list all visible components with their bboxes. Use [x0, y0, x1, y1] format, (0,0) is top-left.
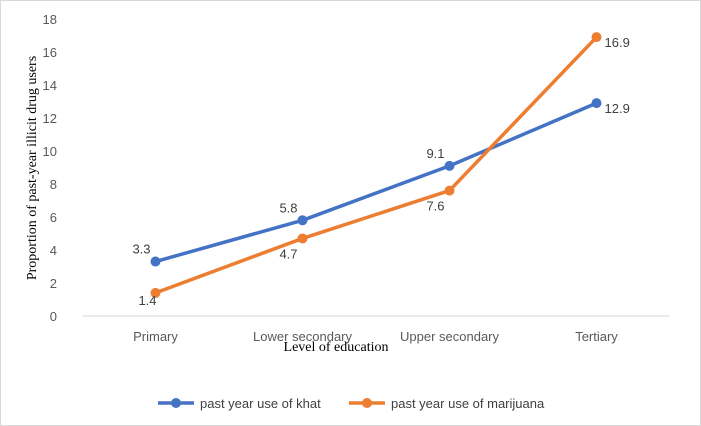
- data-label: 1.4: [138, 293, 156, 308]
- y-tick-label: 8: [50, 177, 57, 192]
- x-axis-ticks: Primary Lower secondary Upper secondary Ter…: [133, 329, 618, 344]
- legend-marker: [171, 398, 181, 408]
- legend: past year use of khat past year use of ma…: [158, 396, 545, 411]
- y-tick-label: 10: [43, 144, 57, 159]
- data-label: 16.9: [605, 35, 630, 50]
- x-axis-title: Level of education: [284, 340, 389, 355]
- data-point: [591, 32, 602, 43]
- data-label: 5.8: [279, 200, 297, 215]
- data-point: [591, 98, 602, 109]
- y-tick-label: 12: [43, 111, 57, 126]
- legend-label: past year use of marijuana: [391, 396, 545, 411]
- y-tick-label: 18: [43, 12, 57, 27]
- data-label: 4.7: [279, 246, 297, 261]
- legend-label: past year use of khat: [200, 396, 321, 411]
- legend-marker: [362, 398, 372, 408]
- series-lines: [153, 35, 599, 295]
- x-tick-label: Tertiary: [575, 329, 618, 344]
- x-tick-label: Upper secondary: [400, 329, 499, 344]
- y-tick-label: 4: [50, 243, 57, 258]
- y-tick-label: 2: [50, 276, 57, 291]
- data-point: [444, 185, 455, 196]
- data-point: [150, 256, 161, 267]
- y-tick-label: 16: [43, 45, 57, 60]
- data-label: 12.9: [605, 101, 630, 116]
- data-label: 3.3: [132, 242, 150, 257]
- data-labels: 3.3 5.8 9.1 12.9 1.4 4.7 7.6 16.9: [132, 35, 629, 308]
- data-point: [297, 215, 308, 226]
- y-tick-label: 6: [50, 210, 57, 225]
- data-point: [297, 233, 308, 244]
- y-axis-title: Proportion of past-year illicit drug use…: [25, 56, 40, 280]
- x-tick-label: Primary: [133, 329, 178, 344]
- y-tick-label: 14: [43, 78, 57, 93]
- series-points: [150, 32, 602, 298]
- data-label: 9.1: [426, 146, 444, 161]
- y-axis-ticks: 0 2 4 6 8 10 12 14 16 18: [43, 12, 57, 324]
- series-line: [153, 101, 599, 264]
- y-tick-label: 0: [50, 309, 57, 324]
- data-point: [444, 160, 455, 171]
- series-line: [153, 35, 599, 295]
- data-point: [150, 287, 161, 298]
- x-tick-label: Lower secondary: [253, 329, 352, 344]
- data-label: 7.6: [426, 199, 444, 214]
